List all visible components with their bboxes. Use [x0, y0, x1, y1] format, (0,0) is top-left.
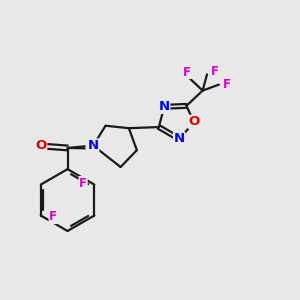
Text: N: N — [159, 100, 170, 113]
Text: N: N — [86, 142, 97, 155]
Text: N: N — [88, 139, 99, 152]
Text: F: F — [211, 65, 219, 78]
Text: F: F — [223, 78, 230, 91]
Text: N: N — [174, 132, 185, 145]
Text: O: O — [35, 140, 47, 152]
Text: O: O — [188, 115, 200, 128]
Text: F: F — [49, 211, 57, 224]
Text: F: F — [79, 177, 87, 190]
Text: F: F — [183, 65, 191, 79]
